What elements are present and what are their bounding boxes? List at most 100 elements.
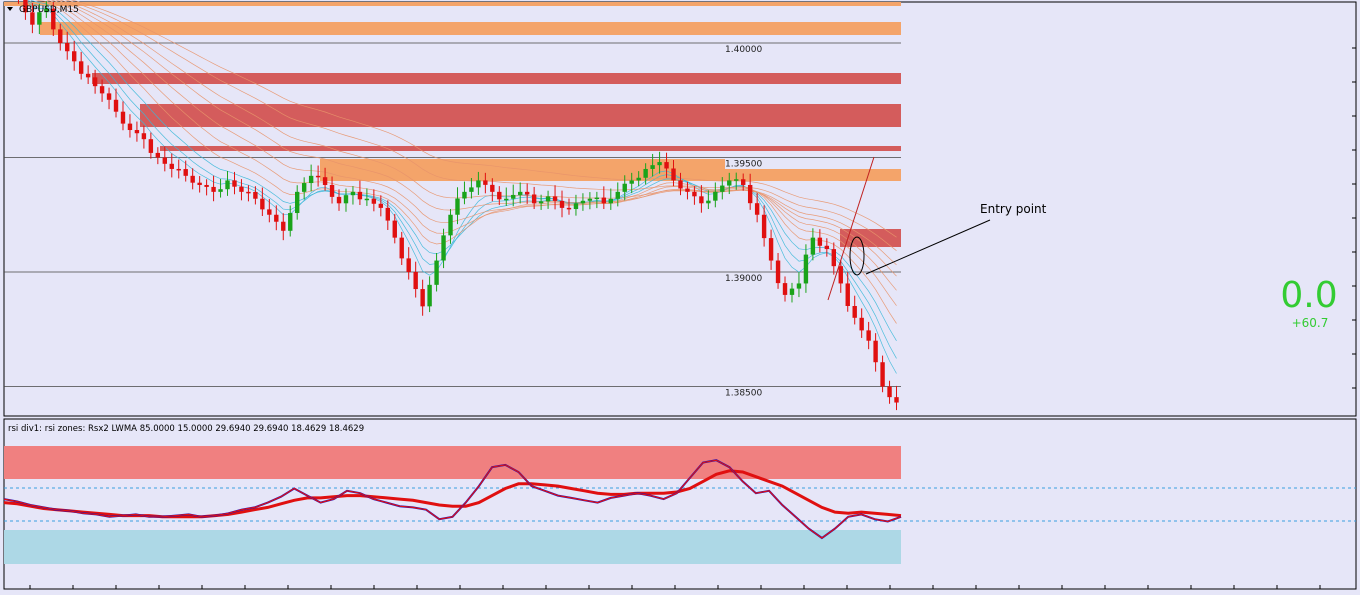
candle-body [364,198,370,201]
candle-body [72,51,77,62]
candle-body [782,283,788,295]
candle-body [232,180,237,187]
candle-body [831,249,836,267]
candle-body [789,288,795,295]
demand-zone [140,104,901,127]
candle-body [301,183,307,192]
candle-body [754,203,760,215]
candle-body [678,180,683,189]
chevron-down-icon[interactable] [7,7,13,11]
supply-zone [40,22,901,35]
candle-body [629,180,634,184]
candle-body [720,185,725,192]
candle-body [608,198,613,204]
candle-body [218,189,223,192]
candle-body [322,177,328,185]
candle-body [594,197,600,200]
supply-zone [725,169,901,181]
score-value: 0.0 [1280,275,1337,316]
candle-body [657,162,662,166]
candle-body [190,175,195,183]
candle-body [183,169,188,176]
candle-body [685,188,690,192]
candle-body [741,179,746,185]
candle-body [552,196,558,201]
candle-body [99,86,105,94]
candle-body [713,191,718,201]
candle-body [85,73,91,78]
candle-body [343,195,349,204]
candle-body [518,191,523,195]
candle-body [462,191,467,199]
oversold-zone [4,530,901,564]
candle-body [253,191,258,199]
candle-body [274,214,279,222]
candles-layer [17,0,899,411]
candle-body [817,237,823,246]
candle-body [37,12,42,25]
candle-body [141,133,147,140]
candle-body [378,203,384,208]
candle-body [504,198,509,201]
candle-body [78,61,84,74]
candle-body [810,237,816,255]
candle-body [427,284,432,307]
candle-body [357,191,363,200]
candle-body [490,184,495,192]
candle-body [106,93,112,100]
candle-body [768,238,774,261]
candle-body [392,220,397,238]
candle-body [559,200,565,208]
candle-body [824,245,830,250]
candle-body [511,194,516,199]
candle-body [329,184,335,197]
candle-body [267,209,272,215]
candle-body [803,254,809,284]
candle-body [288,213,293,231]
candle-body [636,177,641,181]
candle-body [601,197,607,204]
entry-circle[interactable] [849,236,865,276]
candle-body [845,283,850,307]
right-axis-ticks [1352,47,1356,389]
candle-body [859,317,864,331]
candle-body [336,196,342,204]
candle-body [873,340,878,363]
candle-body [176,168,181,171]
candle-body [239,186,244,192]
candle-body [434,260,439,285]
demand-zone [160,146,901,151]
price-level-label: 1.38500 [725,389,762,399]
candle-body [127,123,133,131]
candle-body [580,200,586,204]
candle-body [866,330,871,341]
entry-pointer-line[interactable] [865,219,991,275]
candle-body [211,186,216,192]
candle-body [775,260,781,284]
candle-body [406,258,411,272]
price-level-label: 1.40000 [725,45,762,55]
candle-body [852,306,857,318]
candle-body [308,175,314,184]
candle-body [761,214,767,239]
candle-body [420,289,425,307]
candle-body [148,139,154,153]
candle-body [204,184,209,187]
candle-body [169,163,174,169]
candle-body [30,12,35,25]
candle-body [497,191,502,200]
candle-body [545,196,551,202]
price-level-label: 1.39500 [725,160,762,170]
candle-body [134,130,140,134]
candle-body [538,201,544,204]
trend-line[interactable] [827,156,875,301]
candle-body [531,194,537,204]
supply-zone [320,159,725,181]
candle-body [622,183,627,192]
candle-body [747,184,753,204]
candle-body [587,198,593,201]
time-axis-ticks [29,585,1321,589]
demand-zone [92,73,901,84]
candle-body [65,43,70,52]
